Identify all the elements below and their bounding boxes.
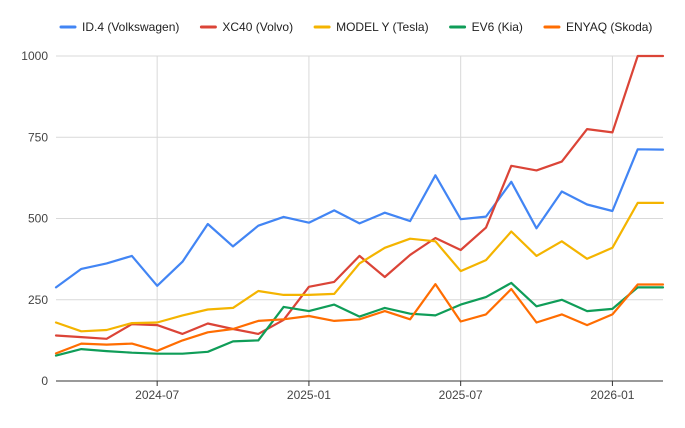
x-tick-label: 2024-07	[135, 388, 179, 402]
legend-label: EV6 (Kia)	[472, 20, 523, 34]
series-line-4	[54, 281, 665, 357]
legend-item[interactable]: MODEL Y (Tesla)	[313, 20, 429, 34]
y-tick-label: 0	[41, 374, 48, 388]
series-line-3	[54, 201, 665, 333]
y-tick-label: 1000	[21, 49, 48, 63]
legend-label: MODEL Y (Tesla)	[336, 20, 428, 34]
x-tick-label: 2025-01	[287, 388, 331, 402]
gridlines	[56, 55, 663, 381]
x-tick-label: 2025-07	[439, 388, 483, 402]
y-tick-label: 750	[28, 130, 48, 144]
legend-item[interactable]: ID.4 (Volkswagen)	[59, 20, 179, 34]
y-tick-label: 500	[28, 212, 48, 226]
legend-item[interactable]: ENYAQ (Skoda)	[543, 20, 652, 34]
y-axis-tick-labels: 0 250 500 750 1000	[21, 49, 48, 388]
legend-label: ENYAQ (Skoda)	[566, 20, 652, 34]
series-line-5	[54, 283, 665, 355]
legend-item[interactable]: EV6 (Kia)	[449, 20, 523, 34]
x-tick-label: 2026-01	[590, 388, 634, 402]
series-line-1	[54, 148, 665, 289]
x-axis-tick-labels: 2024-07 2025-01 2025-07 2026-01	[135, 381, 635, 402]
series-lines	[54, 54, 665, 357]
legend: ID.4 (Volkswagen) XC40 (Volvo) MODEL Y (Te…	[59, 20, 652, 34]
series-line-2	[54, 54, 665, 340]
legend-label: XC40 (Volvo)	[222, 20, 293, 34]
y-tick-label: 250	[28, 293, 48, 307]
legend-item[interactable]: XC40 (Volvo)	[199, 20, 293, 34]
legend-label: ID.4 (Volkswagen)	[82, 20, 179, 34]
